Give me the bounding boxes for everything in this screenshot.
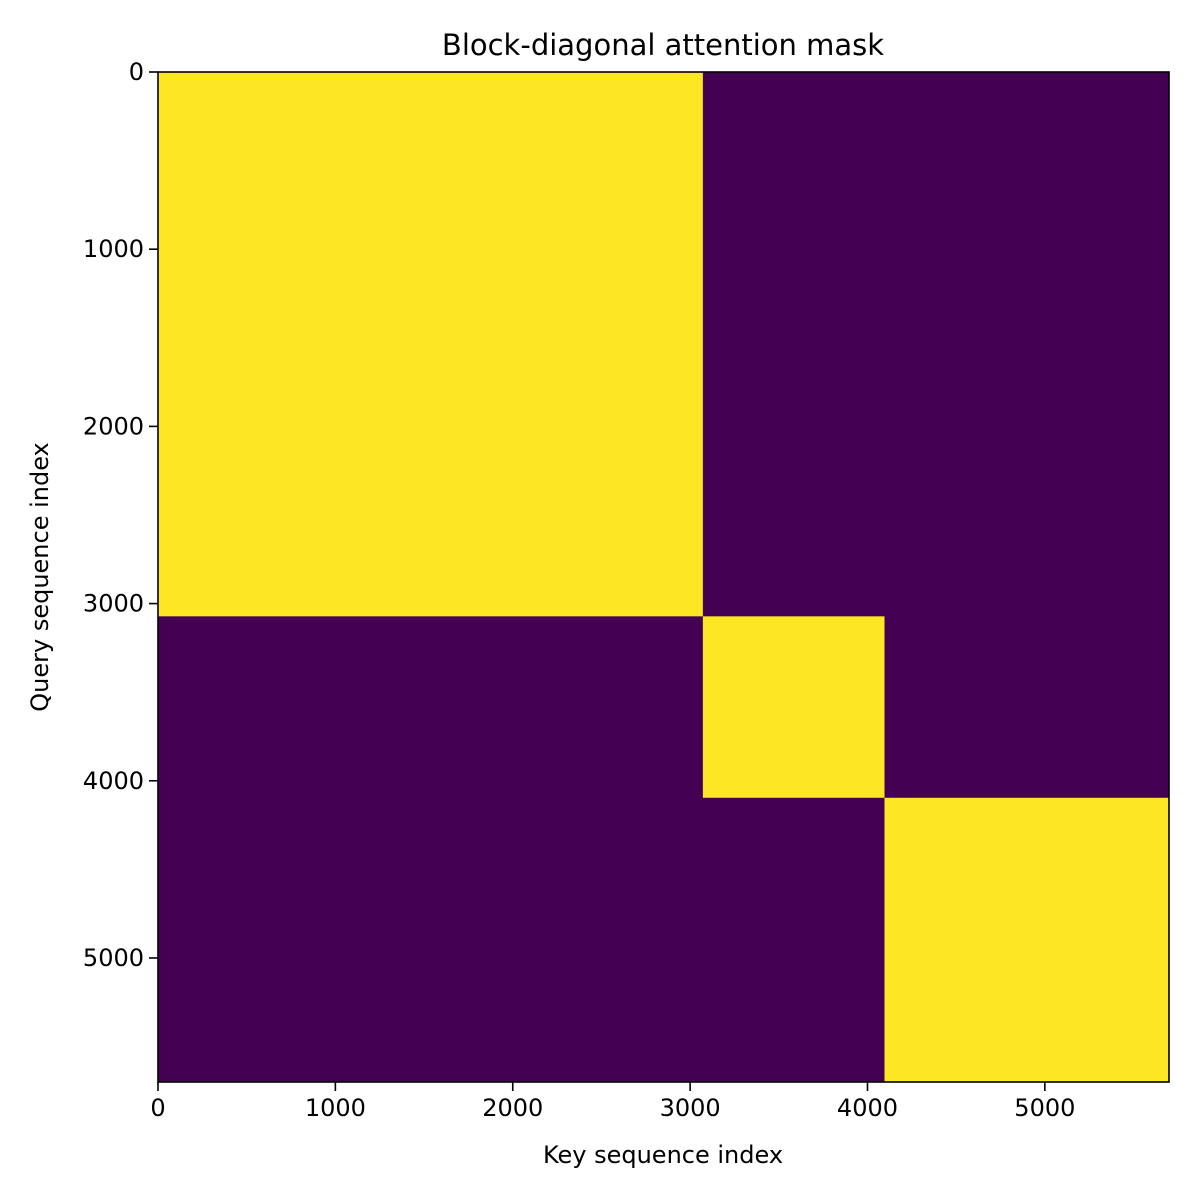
heatmap-block-3 (884, 797, 1169, 1082)
y-axis-label: Query sequence index (26, 442, 54, 712)
y-tick-label: 0 (129, 58, 144, 86)
x-tick-label: 4000 (837, 1094, 898, 1122)
y-axis: 0 1000 2000 3000 4000 5000 (83, 58, 158, 972)
x-tick-label: 5000 (1014, 1094, 1075, 1122)
x-axis-label: Key sequence index (543, 1141, 783, 1169)
chart-title: Block-diagonal attention mask (442, 28, 884, 62)
heatmap-block-2 (702, 616, 885, 798)
x-axis: 0 1000 2000 3000 4000 5000 (150, 1082, 1075, 1122)
x-tick-label: 1000 (305, 1094, 366, 1122)
x-tick-label: 2000 (482, 1094, 543, 1122)
heatmap-block-1 (158, 72, 703, 617)
plot-frame (157, 71, 1170, 1083)
y-tick-label: 2000 (83, 412, 144, 440)
x-tick-label: 0 (150, 1094, 165, 1122)
y-tick-label: 3000 (83, 590, 144, 618)
x-tick-label: 3000 (660, 1094, 721, 1122)
y-tick-label: 5000 (83, 944, 144, 972)
y-tick-label: 4000 (83, 767, 144, 795)
y-tick-label: 1000 (83, 235, 144, 263)
plot-area (158, 72, 1169, 1082)
